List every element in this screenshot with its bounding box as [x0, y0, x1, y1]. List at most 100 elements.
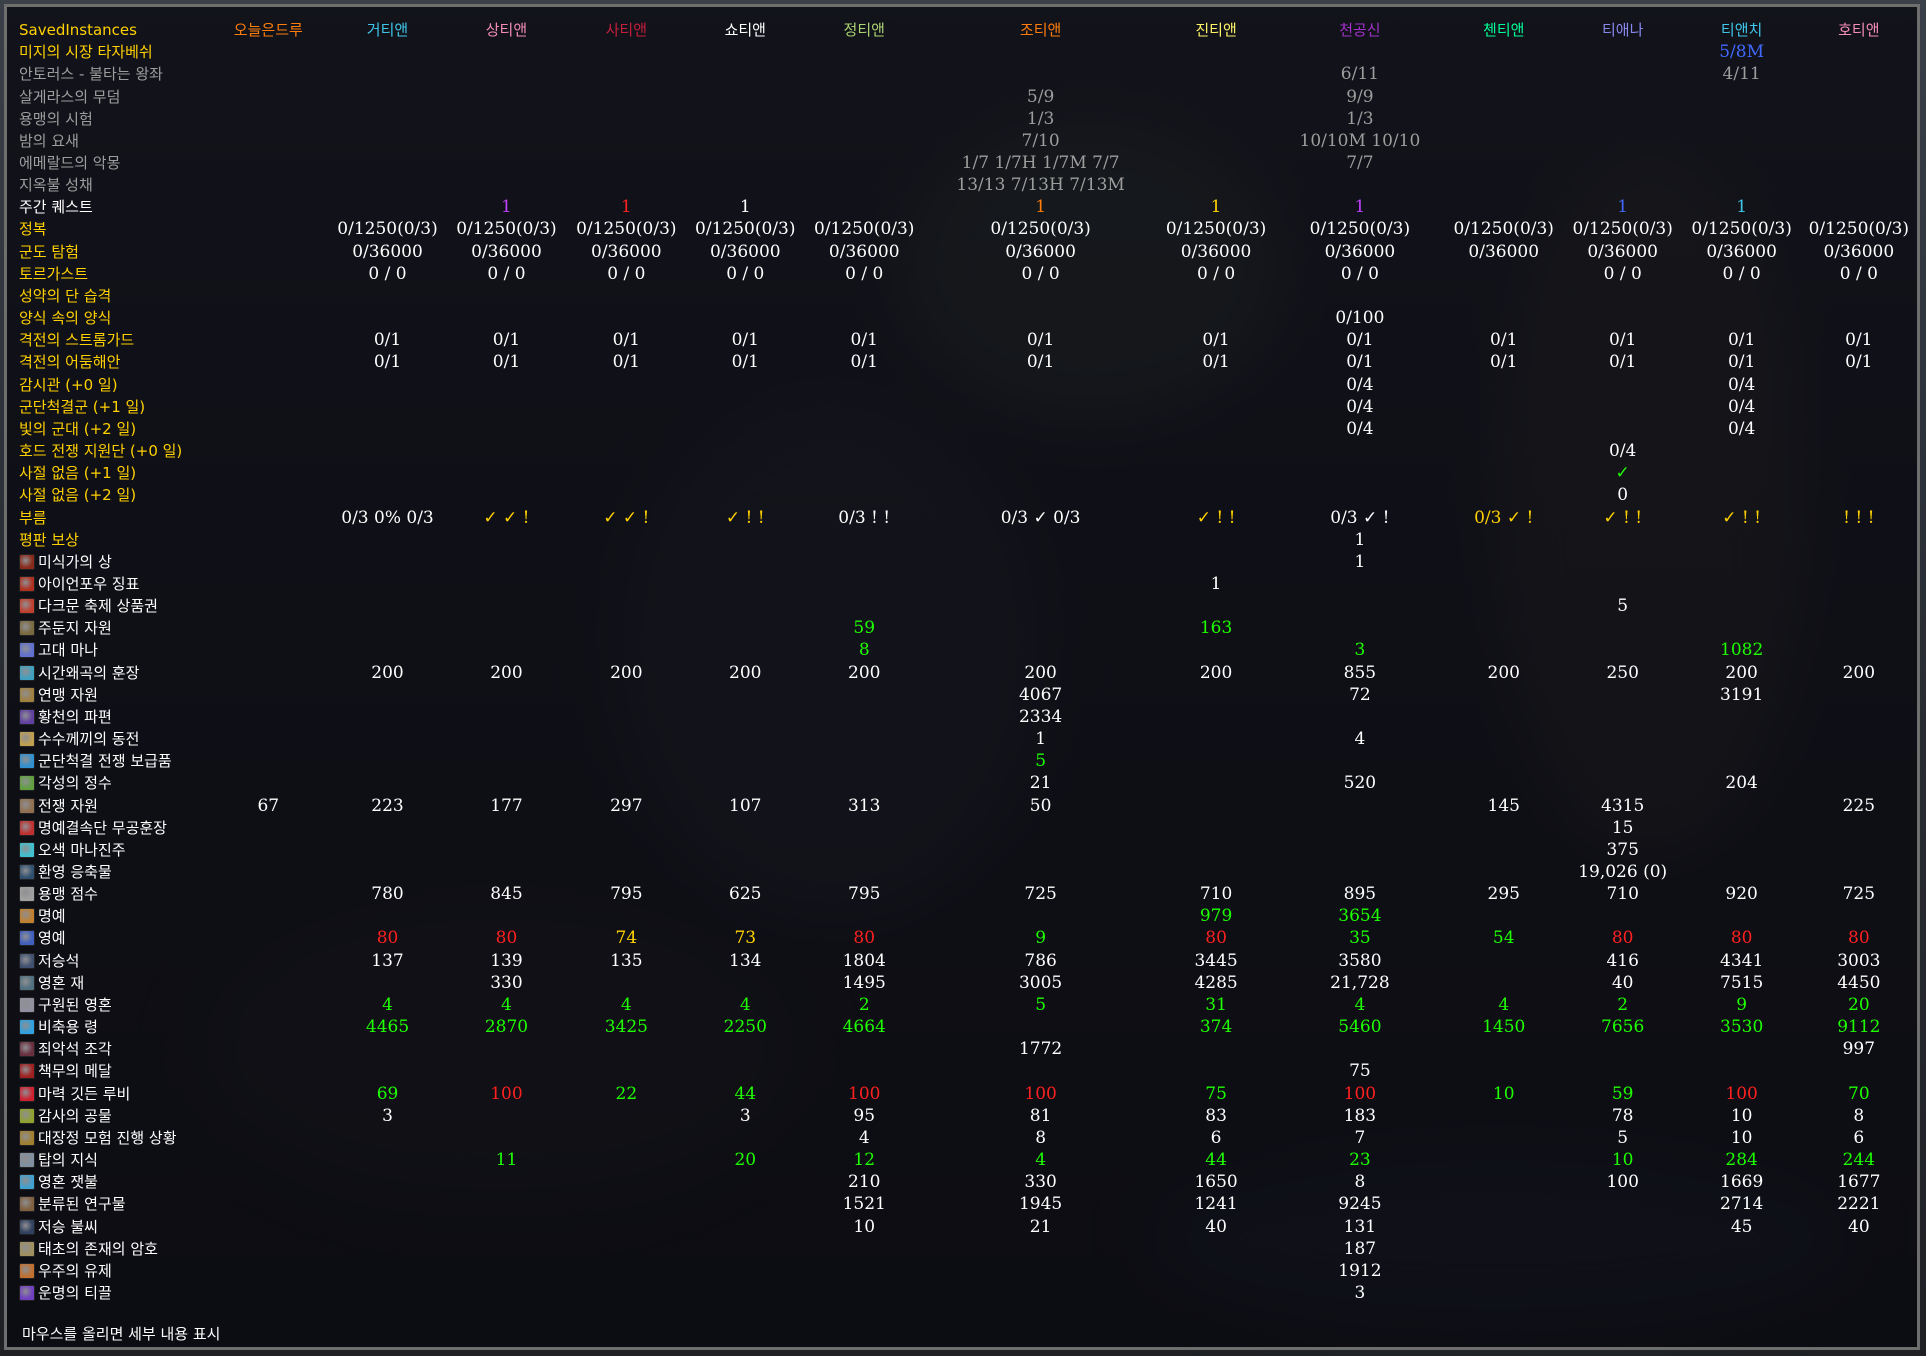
tracker-row[interactable]: 영혼 잿불 210 330 1650 8 100 1669 1677	[19, 1171, 1917, 1193]
tracker-row[interactable]: 토르가스트 0 / 0 0 / 0 0 / 0 0 / 0 0 / 0 0 / 0 0 / 0…	[19, 263, 1917, 285]
tracker-row[interactable]: 용맹 점수 780 845 795 625 795 725 710 895 295 710 920 72…	[19, 883, 1917, 905]
tracker-row[interactable]: 수수께끼의 동전 1 4	[19, 728, 1917, 750]
tracker-row[interactable]: 마력 깃든 루비 69 100 22 44 100 100 75 100 10 59 100 70	[19, 1083, 1917, 1105]
cell-value	[1563, 529, 1683, 551]
tracker-row[interactable]: 다크문 축제 상품권 5	[19, 595, 1917, 617]
tracker-row[interactable]: 각성의 정수 21 520 204	[19, 772, 1917, 794]
tracker-row[interactable]: 부름 0/3 0% 0/3 ✓ ✓ ! ✓ ✓ ! ✓ ! ! 0/3 ! ! 0/3 ✓ …	[19, 506, 1917, 528]
cell-value: 0/1	[373, 352, 402, 373]
tracker-row[interactable]: 격전의 어둠해안 0/1 0/1 0/1 0/1 0/1 0/1 0/1 0/1 0/1 0/1 0/…	[19, 351, 1917, 373]
cell-value	[1157, 861, 1275, 883]
cell-value	[1157, 285, 1275, 307]
row-label: 부름	[19, 506, 208, 528]
cell-value	[566, 1215, 686, 1237]
cell-value: 625	[729, 884, 762, 905]
tracker-row[interactable]: 구원된 영혼 4 4 4 4 2 5 31 4 4 2 9 20	[19, 994, 1917, 1016]
tracker-row[interactable]: 영예 80 80 74 73 80 9 80 35 54 80 80 80	[19, 927, 1917, 949]
cell-value	[924, 374, 1157, 396]
tracker-row[interactable]: 죄악석 조각 1772 997	[19, 1038, 1917, 1060]
tracker-row[interactable]: 명예결속단 무공훈장 15	[19, 817, 1917, 839]
tracker-row[interactable]: 환영 응축물 19,026 (0)	[19, 861, 1917, 883]
tracker-row[interactable]: 정복 0/1250(0/3) 0/1250(0/3) 0/1250(0/3) 0/125…	[19, 218, 1917, 240]
cell-value: 0/36000	[1706, 241, 1777, 262]
tracker-row[interactable]: 평판 보상 1	[19, 529, 1917, 551]
cell-value	[328, 750, 446, 772]
cell-value: 0 / 0	[1340, 263, 1379, 284]
tracker-row[interactable]: 안토러스 - 불타는 왕좌 6/11 4/11	[19, 63, 1917, 85]
tracker-row[interactable]: 감시관 (+0 일) 0/4 0/4	[19, 374, 1917, 396]
cell-value: 7656	[1601, 1017, 1645, 1038]
cell-value	[804, 684, 924, 706]
tracker-row[interactable]: 대장정 모험 진행 상황 4 8 6 7 5 10 6	[19, 1127, 1917, 1149]
row-label: 토르가스트	[19, 263, 208, 285]
tracker-row[interactable]: 탑의 지식 11 20 12 4 44 23 10 284 244	[19, 1149, 1917, 1171]
tracker-row[interactable]: 살게라스의 무덤 5/9 9/9	[19, 85, 1917, 107]
tracker-row[interactable]: 양식 속의 양식 0/100	[19, 307, 1917, 329]
tracker-row[interactable]: 주간 퀘스트 1 1 1 1 1 1 1 1	[19, 196, 1917, 218]
cell-value	[566, 1060, 686, 1082]
cell-value: 1495	[842, 972, 886, 993]
tracker-row[interactable]: 군단척결 전쟁 보급품 5	[19, 750, 1917, 772]
tracker-row[interactable]: 저승석 137 139 135 134 1804 786 3445 3580 416 4341 300…	[19, 950, 1917, 972]
cell-value	[1683, 573, 1801, 595]
tracker-row[interactable]: 우주의 유제 1912	[19, 1260, 1917, 1282]
tracker-row[interactable]: 책무의 메달 75	[19, 1060, 1917, 1082]
tracker-row[interactable]: 군단척결군 (+1 일) 0/4 0/4	[19, 396, 1917, 418]
tracker-row[interactable]: 용맹의 시험 1/3 1/3	[19, 108, 1917, 130]
tracker-row[interactable]: 주둔지 자원 59 163	[19, 617, 1917, 639]
tracker-row[interactable]: 호드 전쟁 지원단 (+0 일) 0/4	[19, 440, 1917, 462]
cell-value	[1157, 462, 1275, 484]
tracker-row[interactable]: 저승 불씨 10 21 40 131 45 40	[19, 1215, 1917, 1237]
row-label: 환영 응축물	[19, 861, 208, 883]
tracker-row[interactable]: 사절 없음 (+2 일) 0	[19, 484, 1917, 506]
tracker-row[interactable]: 영혼 재 330 1495 3005 4285 21,728 40 7515 4450	[19, 972, 1917, 994]
cell-value	[208, 662, 328, 684]
tracker-row[interactable]: 운명의 티끌 3	[19, 1282, 1917, 1304]
tracker-row[interactable]: 황천의 파편 2334	[19, 706, 1917, 728]
tracker-row[interactable]: 에메랄드의 악몽 1/7 1/7H 1/7M 7/7 7/7	[19, 152, 1917, 174]
cell-value	[1157, 817, 1275, 839]
row-label: 오색 마나진주	[19, 839, 208, 861]
cell-value: 20	[734, 1150, 757, 1171]
tracker-row[interactable]: 빛의 군대 (+2 일) 0/4 0/4	[19, 418, 1917, 440]
row-label-text: 영혼 잿불	[38, 1173, 98, 1192]
cell-value: 0/1	[1202, 352, 1230, 373]
tracker-row[interactable]: 오색 마나진주 375	[19, 839, 1917, 861]
cell-value: 0/1250(0/3)	[1453, 219, 1554, 240]
cell-value	[1275, 174, 1445, 196]
tracker-row[interactable]: 사절 없음 (+1 일) ✓	[19, 462, 1917, 484]
cell-value	[1445, 1149, 1563, 1171]
cell-value	[686, 595, 804, 617]
tracker-row[interactable]: 태초의 존재의 암호 187	[19, 1238, 1917, 1260]
tracker-row[interactable]: 성약의 단 습격	[19, 285, 1917, 307]
cell-value	[924, 595, 1157, 617]
tracker-row[interactable]: 밤의 요새 7/10 10/10M 10/10	[19, 130, 1917, 152]
cell-value	[1445, 1193, 1563, 1215]
tracker-row[interactable]: 전쟁 자원 67 223 177 297 107 313 50 145 4315 225	[19, 794, 1917, 816]
cell-value	[1275, 817, 1445, 839]
tracker-row[interactable]: 아이언포우 징표 1	[19, 573, 1917, 595]
cell-value	[447, 440, 567, 462]
tracker-row[interactable]: 군도 탐험 0/36000 0/36000 0/36000 0/36000 0/36000…	[19, 241, 1917, 263]
cell-value	[924, 551, 1157, 573]
tracker-row[interactable]: 시간왜곡의 훈장 200 200 200 200 200 200 200 855 200 250 20…	[19, 662, 1917, 684]
cell-value	[686, 440, 804, 462]
cell-value: 0 / 0	[1196, 263, 1236, 284]
cell-value	[1157, 1238, 1275, 1260]
tracker-row[interactable]: 미식가의 상 1	[19, 551, 1917, 573]
tracker-row[interactable]: 분류된 연구물 1521 1945 1241 9245 2714 2221	[19, 1193, 1917, 1215]
cell-value: 59	[853, 618, 876, 639]
tracker-row[interactable]: 명예 979 3654	[19, 905, 1917, 927]
cell-value	[1445, 551, 1563, 573]
cell-value	[1445, 639, 1563, 661]
row-label-text: 각성의 정수	[38, 774, 112, 793]
tracker-row[interactable]: 격전의 스트롬가드 0/1 0/1 0/1 0/1 0/1 0/1 0/1 0/1 0/1 0/1 0…	[19, 329, 1917, 351]
cell-value	[1563, 374, 1683, 396]
tracker-row[interactable]: 연맹 자원 4067 72 3191	[19, 684, 1917, 706]
tracker-row[interactable]: 고대 마나 8 3 1082	[19, 639, 1917, 661]
tracker-row[interactable]: 비축용 령 4465 2870 3425 2250 4664 374 5460 1450 7656…	[19, 1016, 1917, 1038]
tracker-row[interactable]: 감사의 공물 3 3 95 81 83 183 78 10 8	[19, 1105, 1917, 1127]
tracker-row[interactable]: 미지의 시장 타자베쉬 5/8M	[19, 41, 1917, 63]
tracker-row[interactable]: 지옥불 성채 13/13 7/13H 7/13M	[19, 174, 1917, 196]
row-label-text: 용맹 점수	[38, 885, 98, 904]
